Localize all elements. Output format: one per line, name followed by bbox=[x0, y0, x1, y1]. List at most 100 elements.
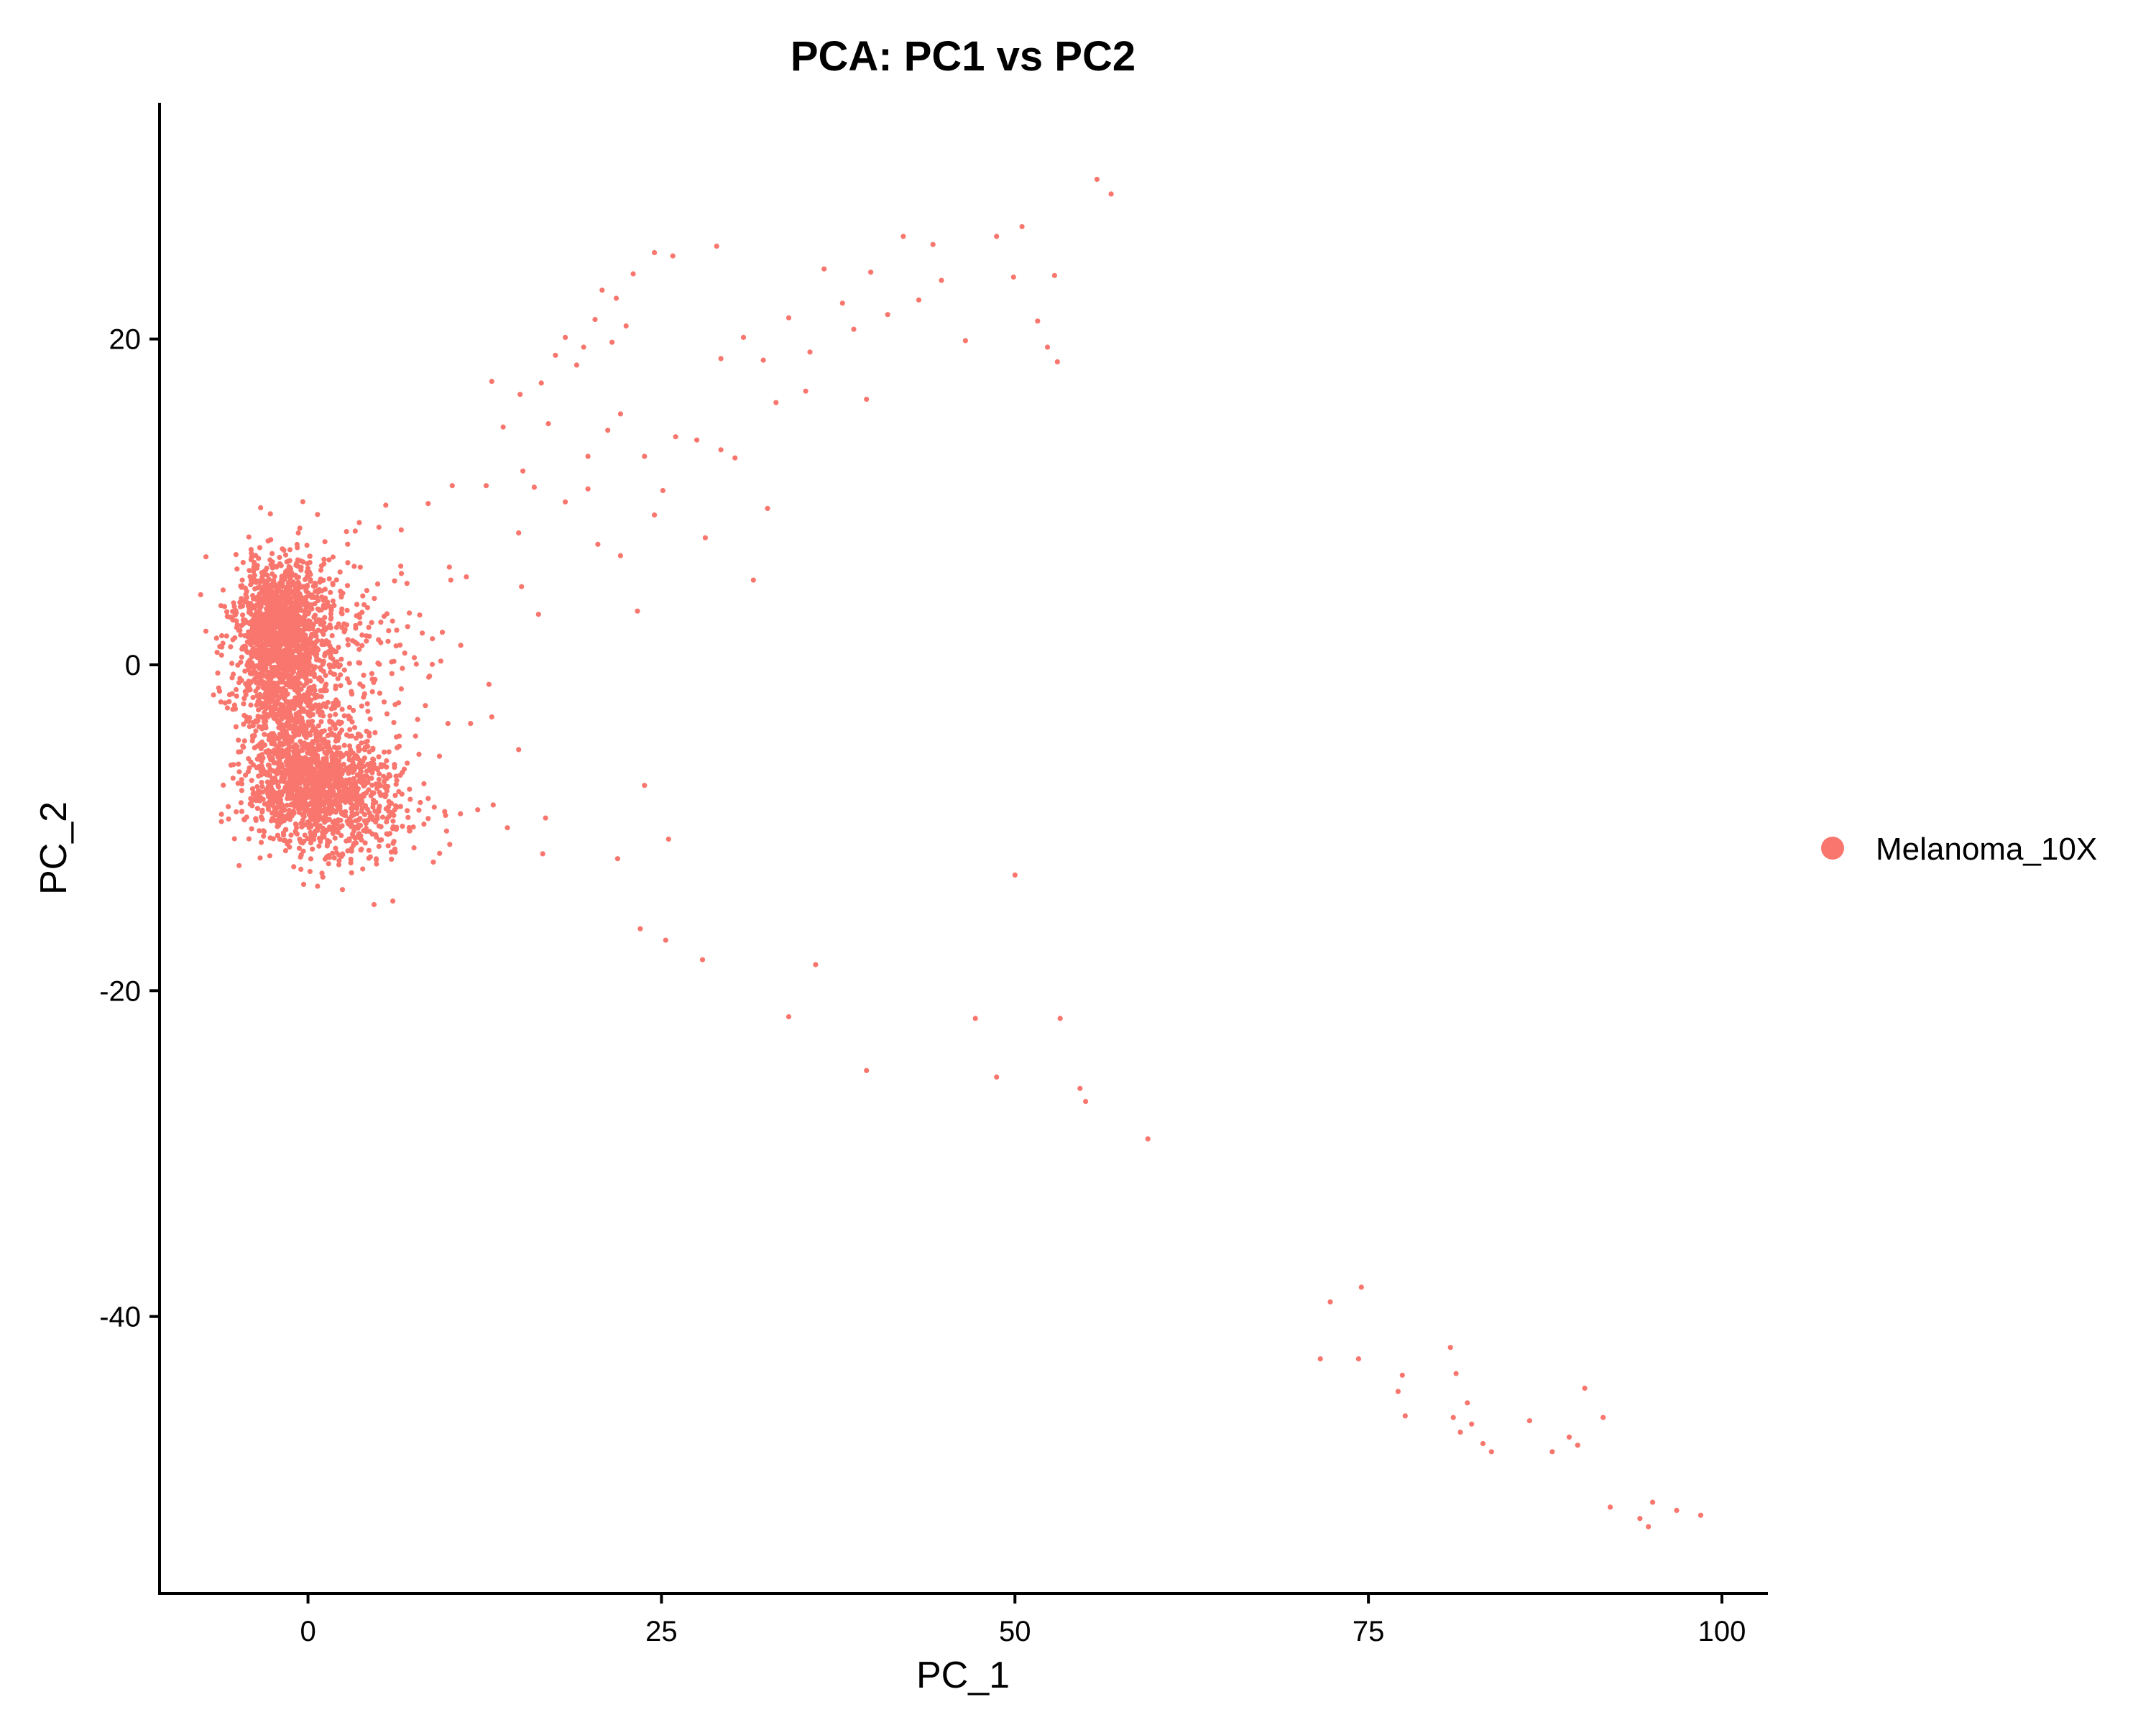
data-point bbox=[308, 816, 314, 822]
data-point bbox=[351, 776, 356, 781]
data-point bbox=[378, 640, 384, 645]
data-point bbox=[280, 661, 285, 667]
data-point bbox=[352, 835, 358, 842]
data-point bbox=[303, 723, 309, 729]
data-point bbox=[416, 807, 422, 813]
data-point bbox=[318, 576, 323, 582]
data-point bbox=[285, 768, 291, 773]
data-point bbox=[371, 790, 377, 796]
data-point bbox=[302, 787, 308, 793]
data-point bbox=[247, 607, 253, 613]
data-point bbox=[264, 770, 270, 776]
data-point bbox=[386, 772, 392, 778]
data-point bbox=[304, 543, 310, 548]
data-point bbox=[349, 733, 355, 739]
data-point bbox=[346, 781, 352, 786]
data-point bbox=[296, 581, 302, 587]
data-point bbox=[1674, 1507, 1680, 1513]
data-point bbox=[240, 617, 247, 623]
data-point bbox=[298, 671, 304, 676]
data-point bbox=[367, 810, 372, 816]
data-point bbox=[377, 771, 382, 777]
data-point bbox=[411, 655, 418, 661]
data-point bbox=[277, 671, 282, 677]
data-point bbox=[338, 672, 344, 678]
data-point bbox=[311, 666, 317, 672]
data-point bbox=[234, 686, 239, 693]
data-point bbox=[234, 566, 240, 572]
data-point bbox=[342, 796, 349, 802]
data-point bbox=[338, 610, 344, 615]
points-layer bbox=[198, 176, 1704, 1530]
data-point bbox=[293, 750, 299, 756]
data-point bbox=[372, 676, 378, 683]
data-point bbox=[320, 832, 326, 838]
data-point bbox=[350, 783, 356, 789]
data-point bbox=[351, 755, 357, 761]
data-point bbox=[220, 640, 226, 646]
data-point bbox=[226, 692, 233, 698]
data-point bbox=[345, 560, 351, 566]
data-point bbox=[407, 796, 413, 802]
data-point bbox=[385, 783, 391, 789]
data-point bbox=[447, 842, 453, 847]
data-point bbox=[732, 455, 738, 461]
data-point bbox=[263, 613, 269, 619]
data-point bbox=[718, 447, 724, 453]
data-point bbox=[219, 632, 225, 639]
data-point bbox=[289, 764, 295, 770]
data-point bbox=[356, 748, 361, 754]
data-point bbox=[250, 694, 256, 701]
data-point bbox=[335, 760, 341, 766]
data-point bbox=[258, 604, 264, 610]
data-point bbox=[281, 607, 287, 613]
data-point bbox=[282, 638, 288, 644]
data-point bbox=[304, 569, 310, 575]
data-point bbox=[356, 615, 362, 620]
data-point bbox=[253, 728, 259, 734]
data-point bbox=[248, 680, 254, 686]
data-point bbox=[315, 811, 321, 817]
data-point bbox=[351, 787, 356, 793]
data-point bbox=[398, 527, 404, 533]
data-point bbox=[244, 594, 249, 601]
data-point bbox=[239, 603, 246, 609]
data-point bbox=[274, 682, 280, 688]
data-point bbox=[346, 680, 352, 686]
data-point bbox=[245, 685, 251, 691]
data-point bbox=[378, 620, 384, 625]
data-point bbox=[366, 625, 372, 630]
data-point bbox=[357, 620, 363, 626]
data-point bbox=[436, 753, 443, 759]
data-point bbox=[247, 671, 253, 676]
data-point bbox=[239, 577, 245, 583]
data-point bbox=[239, 654, 244, 660]
data-point bbox=[364, 701, 370, 707]
data-point bbox=[670, 253, 676, 259]
data-point bbox=[231, 762, 236, 768]
data-point bbox=[346, 816, 352, 822]
data-point bbox=[240, 560, 246, 566]
data-point bbox=[293, 746, 299, 752]
data-point bbox=[331, 602, 337, 609]
data-point bbox=[1646, 1524, 1651, 1530]
data-point bbox=[345, 637, 351, 643]
data-point bbox=[344, 583, 351, 589]
data-point bbox=[392, 803, 399, 809]
data-point bbox=[261, 828, 267, 834]
data-point bbox=[303, 803, 309, 809]
data-point bbox=[1575, 1443, 1580, 1448]
data-point bbox=[338, 750, 344, 756]
data-point bbox=[297, 604, 303, 610]
data-point bbox=[312, 758, 318, 763]
data-point bbox=[356, 823, 361, 829]
data-point bbox=[398, 571, 405, 576]
data-point bbox=[264, 779, 270, 785]
data-point bbox=[349, 820, 354, 826]
data-point bbox=[813, 962, 819, 967]
data-point bbox=[376, 524, 382, 530]
data-point bbox=[333, 712, 338, 717]
data-point bbox=[258, 670, 264, 676]
data-point bbox=[310, 846, 315, 852]
data-point bbox=[276, 816, 282, 823]
